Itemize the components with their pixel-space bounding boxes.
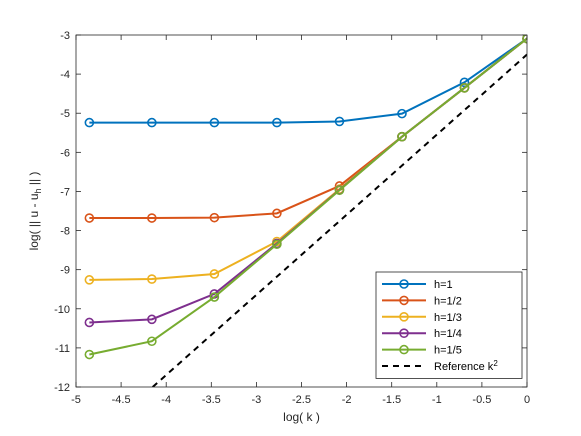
y-tick-label: -10 xyxy=(54,304,70,316)
data-point-marker xyxy=(334,116,345,127)
y-tick-label: -5 xyxy=(60,108,70,120)
y-tick-label: -11 xyxy=(55,343,70,355)
data-point-marker xyxy=(209,117,220,128)
x-tick-labels: -5 -4.5 -4 -3.5 -3 -2.5 -2 -1.5 -1 -0.5 0 xyxy=(71,394,530,406)
y-tick-label: -6 xyxy=(60,147,70,159)
data-point-marker xyxy=(84,317,95,328)
y-axis-label-subscript: h xyxy=(33,188,43,193)
data-point-marker xyxy=(84,275,95,285)
x-tick-label: -3 xyxy=(252,394,262,406)
y-tick-label: -8 xyxy=(60,226,70,238)
y-tick-label: -3 xyxy=(60,30,70,42)
x-tick-label: -5 xyxy=(71,394,81,406)
data-point-marker xyxy=(84,349,95,360)
y-axis-label-suffix: || ) xyxy=(27,172,41,189)
data-point-marker xyxy=(272,239,282,250)
legend-label: h=1/5 xyxy=(434,345,462,357)
x-tick-label: -4 xyxy=(161,394,171,406)
series-layer xyxy=(84,35,527,387)
legend-entry: h=1/4 xyxy=(382,328,462,340)
legend-entry: h=1/2 xyxy=(382,295,462,307)
data-point-marker xyxy=(209,269,220,279)
legend-label: h=1/4 xyxy=(434,328,462,340)
series-line xyxy=(89,37,527,356)
legend-swatch-marker xyxy=(399,279,409,289)
legend-label: h=1 xyxy=(434,279,453,291)
axes xyxy=(75,34,528,388)
legend-box xyxy=(375,271,523,379)
x-tick-label: 0 xyxy=(524,394,530,406)
data-point-marker xyxy=(272,208,282,219)
data-point-marker xyxy=(84,213,95,223)
data-point-marker xyxy=(147,274,157,284)
data-point-marker xyxy=(334,185,345,196)
y-tick-label: -12 xyxy=(54,382,70,394)
x-tick-label: -2.5 xyxy=(292,394,311,406)
y-tick-labels: -12 -11 -10 -9 -8 -7 -6 -5 -4 -3 xyxy=(54,30,70,394)
data-point-marker xyxy=(147,336,157,347)
data-point-marker xyxy=(459,77,470,88)
data-point-marker xyxy=(272,117,282,128)
legend-entry: h=1/5 xyxy=(382,345,462,357)
x-tick-label: -0.5 xyxy=(472,394,491,406)
y-axis-label: log( || u - uh || ) xyxy=(27,172,43,251)
x-tick-label: -1.5 xyxy=(382,394,401,406)
legend-entry: h=1 xyxy=(382,279,453,291)
legend-entry: h=1/3 xyxy=(382,312,462,324)
data-point-marker xyxy=(397,108,407,119)
data-point-marker xyxy=(147,117,157,128)
legend-label: h=1/2 xyxy=(434,295,462,307)
data-point-marker xyxy=(147,314,157,325)
x-tick-label: -3.5 xyxy=(202,394,221,406)
legend-swatch-marker xyxy=(399,344,409,355)
data-point-marker xyxy=(397,131,407,142)
legend-label-reference: Reference k2 xyxy=(434,359,498,373)
y-tick-label: -4 xyxy=(60,69,70,81)
x-tick-label: -2 xyxy=(342,394,352,406)
legend-swatch-marker xyxy=(399,311,409,322)
x-tick-label: -4.5 xyxy=(112,394,131,406)
series-line xyxy=(89,37,527,124)
data-point-marker xyxy=(459,83,470,93)
y-axis-label-prefix: log( || u - u xyxy=(27,193,41,250)
legend-label: h=1/3 xyxy=(434,312,462,324)
legend-swatch-marker xyxy=(399,295,409,306)
x-tick-label: -1 xyxy=(432,394,442,406)
x-axis-label: log( k ) xyxy=(283,410,320,424)
y-tick-label: -7 xyxy=(60,186,70,198)
data-point-marker xyxy=(147,213,157,223)
legend-reference-superscript: 2 xyxy=(493,359,498,368)
legend-entry-reference: Reference k2 xyxy=(382,359,498,373)
legend-reference-text: Reference k xyxy=(434,361,494,373)
data-point-marker xyxy=(522,35,527,44)
legend-swatch-marker xyxy=(399,328,409,339)
legend: h=1 h=1/2 h=1/3 h=1/4 h=1/5 Reference k2 xyxy=(375,271,523,379)
y-tick-label: -9 xyxy=(60,265,70,277)
data-point-marker xyxy=(209,292,220,302)
data-point-marker xyxy=(84,117,95,128)
data-point-marker xyxy=(209,212,220,223)
series-5 xyxy=(84,35,527,360)
